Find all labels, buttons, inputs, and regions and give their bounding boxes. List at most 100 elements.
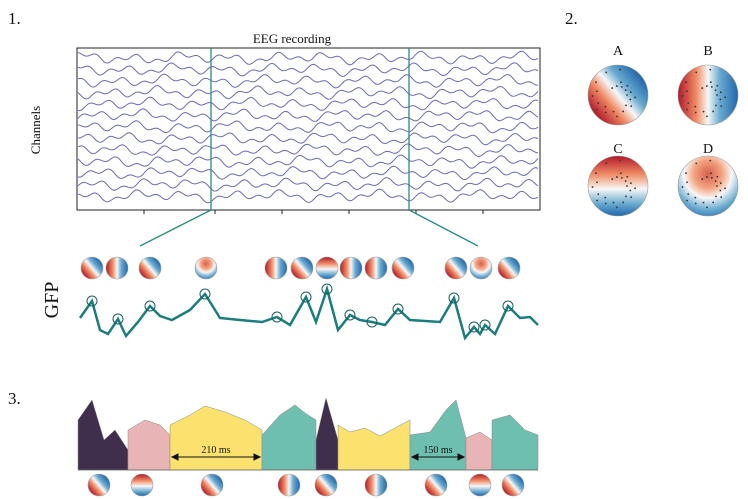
electrode — [686, 199, 688, 202]
eeg-trace — [77, 132, 539, 146]
electrode — [626, 84, 629, 87]
topomap — [468, 473, 492, 497]
gfp-peak — [344, 309, 356, 321]
electrode — [616, 206, 618, 209]
electrode — [687, 102, 690, 105]
electrode — [605, 71, 608, 74]
eeg-trace — [77, 188, 539, 204]
electrode — [686, 181, 688, 184]
panel-label: 1. — [8, 9, 21, 28]
electrode — [720, 105, 723, 108]
gfp-peak — [144, 300, 156, 312]
eeg-trace — [77, 177, 539, 192]
gfp-curve — [78, 283, 539, 341]
eeg-trace — [77, 50, 539, 66]
electrode — [681, 186, 684, 188]
duration-label: 210 ms — [201, 445, 230, 456]
electrode — [629, 189, 632, 192]
topomap — [290, 256, 314, 280]
topomap — [677, 155, 739, 217]
electrode — [715, 104, 717, 107]
electrode — [629, 91, 632, 94]
electrode — [629, 182, 632, 185]
electrode — [619, 172, 622, 175]
gfp-peak — [468, 321, 480, 333]
electrode — [686, 90, 688, 93]
gfp-label: GFP — [41, 282, 63, 319]
electrode — [620, 85, 623, 88]
microstate-segment — [465, 431, 493, 471]
map-label: A — [613, 44, 624, 59]
electrode — [626, 94, 628, 96]
electrode — [596, 108, 598, 111]
gfp-peak — [86, 295, 98, 307]
topomap — [677, 64, 739, 126]
electrode — [625, 104, 627, 107]
electrode — [612, 201, 615, 204]
electrode — [710, 176, 713, 179]
topomap — [339, 256, 363, 280]
topomap — [130, 473, 154, 497]
electrode — [629, 98, 632, 101]
electrode — [619, 68, 622, 71]
panel-label: 2. — [565, 9, 578, 28]
electrode — [597, 102, 600, 105]
electrode — [719, 98, 722, 101]
microstate-segment — [315, 397, 339, 471]
microstate-areas — [77, 397, 539, 471]
electrode — [716, 185, 718, 187]
electrode — [706, 115, 708, 118]
topomap — [424, 473, 448, 497]
duration-arrows — [170, 453, 466, 461]
panel-label: 3. — [8, 389, 21, 408]
electrode — [687, 193, 690, 196]
electrode — [712, 110, 715, 113]
electrode — [622, 201, 625, 204]
electrode — [622, 110, 625, 113]
microstate-segment — [261, 404, 317, 471]
electrode — [701, 87, 704, 89]
electrode — [710, 85, 713, 88]
electrode — [630, 196, 633, 199]
topomap — [314, 473, 338, 497]
eeg-trace — [77, 108, 539, 122]
electrode — [712, 201, 715, 204]
eeg-trace — [77, 165, 539, 181]
topomap — [364, 256, 388, 280]
gfp-peak — [321, 283, 333, 295]
microstate-segment — [169, 405, 263, 471]
gfp-peak — [300, 291, 312, 303]
map-label: B — [703, 44, 712, 59]
eeg-traces — [77, 50, 539, 214]
electrode — [695, 162, 698, 165]
gfp-peak — [271, 311, 283, 323]
electrode — [724, 187, 726, 190]
electrode — [720, 196, 723, 199]
topomap — [587, 64, 649, 126]
topomap — [277, 473, 301, 497]
electrode — [685, 172, 687, 175]
gfp-peak — [199, 288, 211, 300]
electrode — [625, 195, 627, 198]
electrode — [612, 110, 615, 113]
topomaps — [80, 64, 739, 497]
eeg-trace — [77, 62, 539, 77]
eeg-trace — [77, 96, 539, 112]
electrode — [702, 110, 705, 113]
electrode — [597, 193, 600, 196]
topomap — [364, 473, 388, 497]
electrode — [615, 176, 618, 178]
electrode — [595, 81, 597, 84]
map-label: D — [703, 142, 713, 157]
electrode — [619, 81, 622, 84]
electrode — [694, 105, 697, 108]
topomap — [315, 256, 339, 280]
electrode — [709, 68, 712, 71]
electrode — [611, 87, 614, 89]
electrode — [701, 178, 704, 180]
electrode — [695, 71, 698, 74]
electrode — [694, 202, 697, 205]
gfp-line — [78, 284, 539, 341]
gfp-peak — [502, 300, 514, 312]
